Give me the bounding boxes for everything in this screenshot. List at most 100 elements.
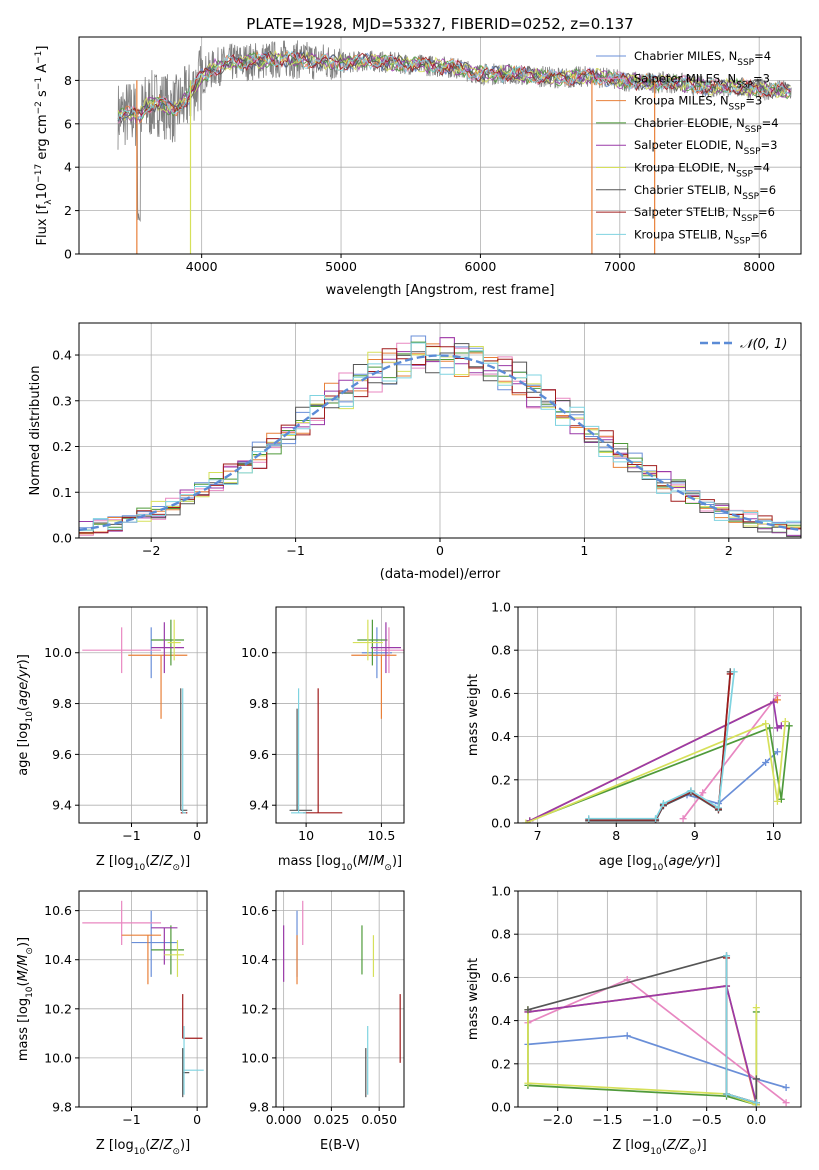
- label-part: 10: [25, 711, 35, 723]
- y-tick-label: 8: [64, 73, 72, 88]
- weight-marker: [585, 815, 593, 823]
- x-tick-label: −0.5: [691, 1112, 721, 1127]
- label-part: Chabrier STELIB, N: [634, 183, 742, 197]
- model-fit-6: [117, 50, 791, 124]
- weight-marker: [623, 976, 631, 984]
- weight-line-5: [525, 721, 787, 823]
- label-part: (: [145, 1138, 150, 1153]
- label-part: =6: [758, 205, 775, 219]
- weight-marker: [782, 1099, 790, 1107]
- axes-frame: [78, 36, 802, 255]
- error-bars: [289, 619, 404, 814]
- label-part: Z: [163, 854, 174, 869]
- weight-marker: [659, 800, 667, 808]
- label-part: SSP: [745, 125, 762, 135]
- label-part: SSP: [742, 192, 759, 202]
- label-part: Z: [163, 1138, 174, 1153]
- y-tick-label: 10.4: [241, 952, 269, 967]
- label-part: age [log: [16, 723, 31, 776]
- label-part: Salpeter MILES, N: [634, 71, 736, 85]
- label-part: Salpeter STELIB, N: [634, 205, 741, 219]
- weight-marker: [773, 724, 781, 732]
- label-part: =4: [753, 161, 770, 175]
- spectrum-lines: [117, 40, 792, 254]
- weight-marker: [714, 804, 722, 812]
- error-bars: [283, 900, 401, 1098]
- y-tick-label: 9.4: [52, 798, 72, 813]
- label-part: ⊙: [384, 863, 392, 873]
- axes-frame: [275, 890, 405, 1108]
- histogram-5: [79, 346, 801, 533]
- histograms: [79, 335, 801, 537]
- label-part: SSP: [741, 214, 758, 224]
- weight-line-1: [682, 695, 779, 820]
- x-tick-label: 6000: [465, 259, 497, 274]
- x-tick-label: 8: [612, 828, 620, 843]
- x-axis-label: mass [log10(M/M⊙)]: [278, 854, 402, 873]
- mass-ebv-panel: 0.000 0.025 0.050 9.8 10.0 10.2 10.4 10.6 E(B-V): [241, 890, 405, 1153]
- y-tick-label: 1.0: [491, 600, 511, 615]
- x-tick-label: 0: [193, 828, 201, 843]
- y-tick-label: 0.0: [52, 531, 72, 546]
- weight-marker: [679, 815, 687, 823]
- weight-line-8: [588, 671, 736, 820]
- weight-marker: [730, 668, 738, 676]
- model-fit-5: [117, 49, 791, 121]
- y-tick-label: 10.6: [44, 903, 72, 918]
- spectrum-panel: 4000 5000 6000 7000 8000 0 2 4 6 8 Chabrier MILES,…: [34, 36, 802, 298]
- x-tick-label: 0: [193, 1112, 201, 1127]
- y-tick-label: 2: [64, 203, 72, 218]
- label-part: erg cm: [35, 114, 50, 163]
- label-part: Kroupa STELIB, N: [634, 227, 734, 241]
- x-tick-label: 2: [725, 543, 733, 558]
- y-tick-label: 10.0: [241, 645, 269, 660]
- y-tick-label: 0.0: [491, 816, 511, 831]
- x-axis-label: Z [log10(Z/Z⊙)]: [96, 854, 190, 873]
- y-axis-label: mass weight: [466, 958, 481, 1040]
- label-part: ⊙: [689, 1147, 697, 1157]
- histogram-7: [79, 345, 801, 534]
- axes-frame: [78, 890, 208, 1108]
- weight-line-5: [527, 1007, 758, 1107]
- weight-marker: [769, 698, 777, 706]
- axes-frame: [517, 890, 802, 1108]
- label-part: /: [369, 854, 374, 869]
- legend-label: Kroupa STELIB, NSSP=6: [634, 227, 767, 246]
- y-tick-label: 0.2: [52, 439, 72, 454]
- weight-marker: [652, 815, 660, 823]
- y-tick-label: 9.8: [249, 1100, 269, 1115]
- label-part: age/yr: [16, 663, 31, 706]
- weight-marker: [785, 722, 793, 730]
- label-part: Z: [149, 854, 160, 869]
- label-part: (: [16, 706, 31, 711]
- label-part: SSP: [744, 147, 761, 157]
- label-part: )]: [16, 937, 31, 947]
- label-part: λ: [44, 199, 54, 205]
- legend-label: Chabrier ELODIE, NSSP=4: [634, 116, 779, 135]
- legend-label: Kroupa MILES, NSSP=3: [634, 94, 762, 113]
- y-tick-label: 10.0: [44, 645, 72, 660]
- weight-marker: [524, 1006, 532, 1014]
- weight-marker: [781, 717, 789, 725]
- weight-marker: [766, 724, 774, 732]
- y-axis-label: Normed distribution: [28, 366, 43, 496]
- label-part: mass weight: [466, 674, 481, 756]
- label-part: /: [159, 854, 164, 869]
- label-part: wavelength [Angstrom, rest frame]: [326, 283, 555, 298]
- label-part: (: [16, 981, 31, 986]
- label-part: Z/Z: [666, 1138, 690, 1153]
- label-part: =3: [761, 138, 778, 152]
- label-part: ]: [35, 46, 50, 51]
- x-tick-label: 10.5: [367, 828, 395, 843]
- weight-marker: [726, 670, 734, 678]
- label-part: −1: [34, 77, 44, 90]
- residuals-panel: −2 −1 0 1 2 0.0 0.1 0.2 0.3 0.4 𝒩(0, 1) (data-model…: [28, 322, 802, 582]
- label-part: )]: [180, 854, 190, 869]
- error-bars: [82, 619, 188, 814]
- label-part: M: [373, 854, 384, 869]
- weight-marker: [524, 1079, 532, 1087]
- y-tick-label: 1.0: [491, 884, 511, 899]
- x-axis-label: (data-model)/error: [380, 567, 501, 582]
